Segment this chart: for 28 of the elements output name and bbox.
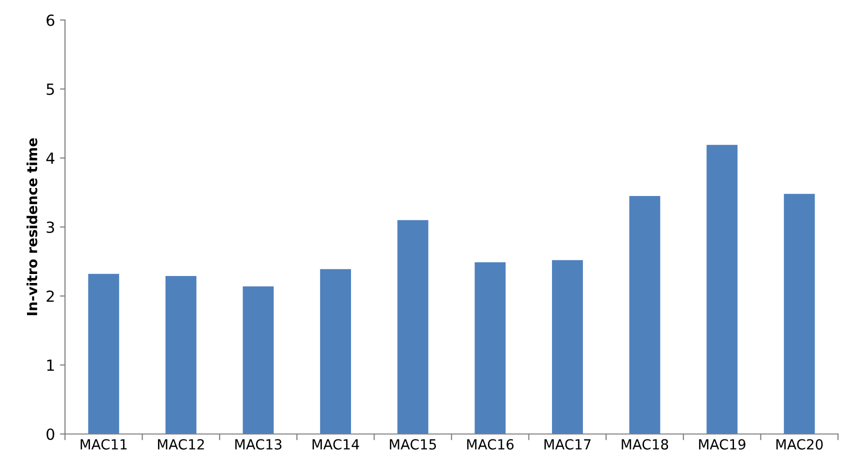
bar bbox=[474, 262, 506, 434]
y-tick-label: 4 bbox=[46, 152, 54, 164]
bar bbox=[397, 220, 428, 434]
y-tick-label: 5 bbox=[46, 84, 54, 96]
y-tick-label: 0 bbox=[46, 428, 54, 440]
x-tick-label: MAC12 bbox=[158, 439, 204, 450]
x-tick-label: MAC11 bbox=[80, 439, 127, 450]
x-tick-label: MAC20 bbox=[776, 439, 823, 450]
x-tick-label: MAC13 bbox=[235, 439, 282, 450]
x-tick-label: MAC16 bbox=[467, 439, 514, 450]
x-tick-label: MAC15 bbox=[390, 439, 436, 450]
y-tick-label: 2 bbox=[46, 290, 54, 302]
x-tick-label: MAC18 bbox=[622, 439, 668, 450]
x-tick-label: MAC14 bbox=[312, 439, 360, 450]
bar bbox=[88, 274, 120, 434]
y-axis-title: In-vitro residence time bbox=[26, 138, 38, 316]
y-tick-label: 3 bbox=[46, 221, 54, 234]
bar bbox=[320, 269, 352, 434]
x-tick-label: MAC19 bbox=[699, 439, 746, 450]
bar bbox=[165, 276, 196, 434]
y-tick-label: 6 bbox=[46, 14, 54, 26]
x-tick-label: MAC17 bbox=[544, 439, 591, 450]
bar bbox=[629, 196, 660, 434]
bar bbox=[784, 194, 815, 434]
bar bbox=[552, 260, 583, 434]
bar bbox=[706, 144, 738, 434]
bar bbox=[242, 286, 274, 434]
y-tick-label: 1 bbox=[47, 360, 54, 371]
